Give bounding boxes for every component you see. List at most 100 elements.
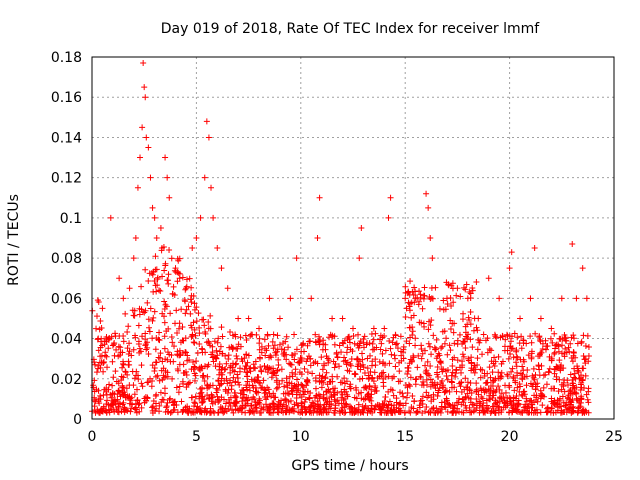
data-point (370, 336, 377, 343)
data-point (176, 275, 183, 282)
data-point (108, 394, 115, 401)
data-point (225, 352, 232, 359)
data-point (463, 281, 470, 288)
data-point (191, 370, 198, 377)
data-point (227, 328, 234, 335)
data-point (564, 395, 571, 402)
data-point (135, 338, 142, 345)
data-point (298, 371, 305, 378)
data-point (115, 380, 122, 387)
data-point (243, 351, 250, 358)
data-point (434, 381, 441, 388)
data-point (582, 356, 589, 363)
data-point (503, 331, 510, 338)
data-point (488, 347, 495, 354)
data-point (145, 316, 152, 323)
data-point (373, 387, 380, 394)
data-point (291, 350, 298, 357)
data-point (546, 365, 553, 372)
data-point (528, 355, 535, 362)
y-axis-label: ROTI / TECUs (6, 194, 22, 286)
data-point (480, 331, 487, 338)
y-tick-label: 0.08 (51, 251, 82, 267)
data-point (510, 354, 517, 361)
data-point (406, 360, 413, 367)
data-point (567, 371, 574, 378)
data-point (411, 398, 418, 405)
x-tick-label: 25 (605, 429, 623, 445)
data-point (165, 271, 172, 278)
y-tick-label: 0.06 (51, 291, 82, 307)
y-tick-label: 0.16 (51, 90, 82, 106)
data-point (157, 389, 164, 396)
data-point (293, 376, 300, 383)
data-point (198, 409, 205, 416)
data-point (546, 353, 553, 360)
data-point (293, 346, 300, 353)
data-point (540, 384, 547, 391)
data-point (230, 409, 237, 416)
data-point (151, 364, 158, 371)
data-point (568, 334, 575, 341)
data-point (93, 313, 100, 320)
data-point (259, 384, 266, 391)
data-point (306, 395, 313, 402)
data-point (486, 364, 493, 371)
data-point (486, 345, 493, 352)
data-point (184, 352, 191, 359)
data-point (422, 408, 429, 415)
data-point (147, 174, 154, 181)
data-point (528, 350, 535, 357)
data-point (443, 395, 450, 402)
data-point (119, 388, 126, 395)
data-point (115, 409, 122, 416)
data-point (578, 379, 585, 386)
data-point (276, 315, 283, 322)
data-point (260, 406, 267, 413)
data-point (477, 374, 484, 381)
y-tick-label: 0.04 (51, 332, 82, 348)
data-point (328, 393, 335, 400)
data-point (404, 370, 411, 377)
data-point (507, 338, 514, 345)
data-point (294, 385, 301, 392)
data-point (511, 387, 518, 394)
data-point (450, 329, 457, 336)
data-point (376, 358, 383, 365)
data-point (367, 352, 374, 359)
data-point (232, 378, 239, 385)
data-point (183, 384, 190, 391)
data-point (150, 403, 157, 410)
data-point (496, 407, 503, 414)
data-point (188, 394, 195, 401)
data-point (198, 365, 205, 372)
data-point (521, 391, 528, 398)
data-point (519, 363, 526, 370)
data-point (257, 363, 264, 370)
data-point (273, 372, 280, 379)
data-point (174, 278, 181, 285)
data-point (495, 353, 502, 360)
data-point (527, 380, 534, 387)
data-point (480, 409, 487, 416)
data-point (120, 361, 127, 368)
data-point (473, 388, 480, 395)
data-point (202, 349, 209, 356)
data-point (544, 405, 551, 412)
data-point (143, 346, 150, 353)
data-point (274, 402, 281, 409)
data-point (90, 384, 97, 391)
data-point (402, 295, 409, 302)
data-point (562, 334, 569, 341)
data-point (291, 356, 298, 363)
data-point (323, 369, 330, 376)
data-point (182, 310, 189, 317)
data-point (548, 405, 555, 412)
data-point (265, 386, 272, 393)
data-point (552, 345, 559, 352)
data-point (225, 386, 232, 393)
data-point (457, 293, 464, 300)
plot-frame (91, 56, 615, 420)
data-point (418, 381, 425, 388)
data-point (524, 367, 531, 374)
